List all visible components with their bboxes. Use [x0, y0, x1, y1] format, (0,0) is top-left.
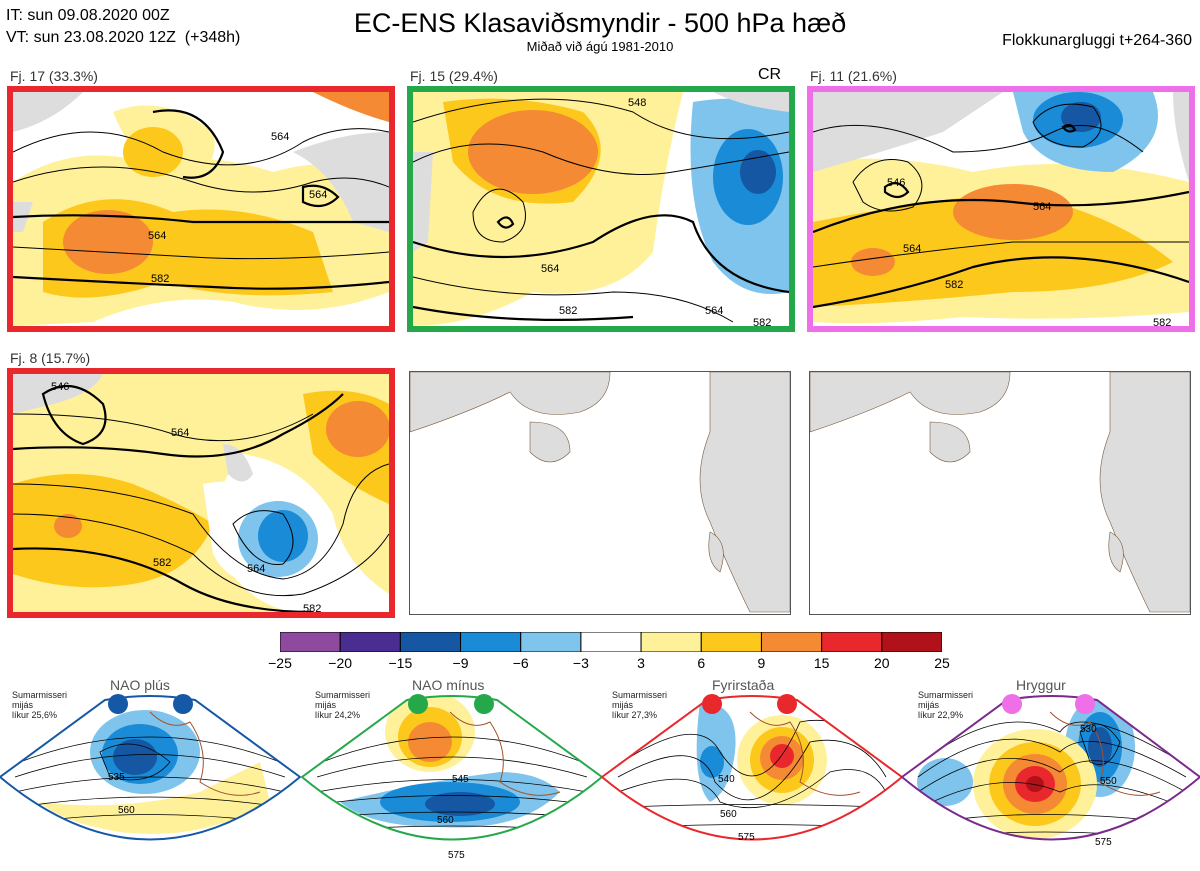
contour-label: 564: [247, 563, 265, 575]
valid-time: VT: sun 23.08.2020 12Z (+348h): [6, 29, 241, 46]
contour-label: 550: [1100, 776, 1117, 787]
cluster-map-3[interactable]: 546 564 564 582 582: [807, 86, 1195, 332]
contour-label: 548: [628, 97, 646, 109]
page-subtitle: Miðað við ágú 1981-2010: [526, 39, 674, 54]
colorbar-swatch: [760, 631, 823, 653]
cluster-map-1[interactable]: 564 564 564 582: [7, 86, 395, 332]
colorbar-swatch: [700, 631, 762, 653]
colorbar-swatch: [460, 631, 522, 653]
contour-label: 564: [541, 263, 559, 275]
colorbar-swatch: [821, 631, 883, 653]
colorbar: [279, 631, 943, 653]
contour-label: 582: [1153, 317, 1171, 326]
regime-dot: [1075, 694, 1095, 714]
panel-tag-cr: CR: [758, 66, 782, 83]
colorbar-tick-label: 6: [697, 655, 706, 671]
colorbar-tick-label: −6: [512, 655, 529, 671]
colorbar-tick-label: 25: [934, 655, 950, 671]
regime-dot: [108, 694, 128, 714]
regime-map-blocking: [602, 696, 902, 840]
contour-label: 582: [945, 279, 963, 291]
contour-label: 582: [753, 317, 771, 326]
contour-label: 546: [887, 177, 905, 189]
cluster-map-2[interactable]: 548 564 582 564 582: [407, 86, 795, 332]
regime-note: Sumarmisseri mijás líkur 27,3%: [612, 690, 668, 720]
colorbar-swatches: [279, 631, 943, 653]
contour-label: 575: [1095, 837, 1112, 848]
panel-label-2: Fj. 15 (29.4%): [410, 68, 498, 84]
contour-label: 564: [903, 243, 921, 255]
regime-title-nao-plus: NAO plús: [110, 677, 170, 693]
regime-title-nao-minus: NAO mínus: [412, 677, 485, 693]
regime-frame-nao-plus: [0, 695, 302, 841]
colorbar-swatch: [580, 631, 642, 653]
contour-label: 560: [720, 809, 737, 820]
regime-title-ridge: Hryggur: [1016, 677, 1066, 693]
colorbar-tick-label: −25: [268, 655, 292, 671]
contour-label: 564: [1033, 201, 1051, 213]
contour-label: 564: [705, 305, 723, 317]
classification-window: Flokkunargluggi t+264-360: [1002, 32, 1192, 49]
empty-map-2: [809, 371, 1191, 615]
colorbar-tick-label: −3: [572, 655, 589, 671]
panel-label-3: Fj. 11 (21.6%): [810, 68, 897, 84]
colorbar-tick-label: −15: [388, 655, 413, 671]
contour-label: 582: [153, 557, 171, 569]
contour-label: 582: [559, 305, 577, 317]
colorbar-swatch: [640, 631, 702, 653]
regime-dot: [408, 694, 428, 714]
page-title: EC-ENS Klasaviðsmyndir - 500 hPa hæð: [353, 8, 847, 38]
contour-label: 546: [51, 381, 69, 393]
regime-frame-blocking: [600, 695, 904, 841]
cluster-map-4[interactable]: 546 564 582 564 582: [7, 368, 395, 618]
regime-dot: [1002, 694, 1022, 714]
regime-maps: 535 560 545 560 575: [0, 694, 1200, 861]
contour-label: 560: [437, 815, 454, 826]
regime-map-ridge: [902, 696, 1200, 840]
contour-label: 564: [148, 230, 166, 242]
empty-map-1: [409, 371, 791, 615]
regime-dot: [702, 694, 722, 714]
regime-note: Sumarmisseri mijás líkur 22,9%: [918, 690, 974, 720]
regime-map-nao-plus: [0, 696, 300, 840]
colorbar-swatch: [520, 631, 582, 653]
init-time: IT: sun 09.08.2020 00Z: [6, 7, 170, 24]
colorbar-tick-label: −9: [452, 655, 469, 671]
colorbar-tick-label: −20: [328, 655, 353, 671]
regime-frame-ridge: [900, 695, 1200, 841]
contour-label: 530: [1080, 724, 1097, 735]
colorbar-swatch: [399, 631, 462, 653]
contour-label: 535: [108, 772, 125, 783]
contour-label: 564: [171, 427, 189, 439]
colorbar-swatch: [339, 631, 401, 653]
contour-label: 564: [271, 131, 289, 143]
regime-note: Sumarmisseri mijás líkur 24,2%: [315, 690, 371, 720]
regime-title-blocking: Fyrirstaða: [712, 677, 775, 693]
regime-dot: [777, 694, 797, 714]
contour-label: 575: [738, 832, 755, 843]
colorbar-tick-label: 20: [874, 655, 890, 671]
colorbar-tick-label: 9: [757, 655, 766, 671]
contour-label: 540: [718, 774, 735, 785]
contour-label: 575: [448, 850, 465, 861]
contour-label: 582: [151, 273, 169, 285]
contour-label: 564: [309, 189, 327, 201]
contour-label: 545: [452, 774, 469, 785]
colorbar-swatch: [881, 631, 943, 653]
panel-label-1: Fj. 17 (33.3%): [10, 68, 98, 84]
regime-note: Sumarmisseri mijás líkur 25,6%: [12, 690, 68, 720]
colorbar-ticks: −25 −20 −15 −9 −6 −3 3 6 9 15 20 25: [260, 655, 962, 673]
colorbar-swatch: [279, 631, 341, 653]
colorbar-tick-label: 15: [813, 655, 830, 671]
contour-label: 582: [303, 603, 321, 612]
colorbar-tick-label: 3: [637, 655, 645, 671]
contour-label: 560: [118, 805, 135, 816]
panel-label-4: Fj. 8 (15.7%): [10, 350, 91, 366]
regime-dot: [474, 694, 494, 714]
regime-dot: [173, 694, 193, 714]
regime-frame-nao-minus: [300, 695, 604, 841]
